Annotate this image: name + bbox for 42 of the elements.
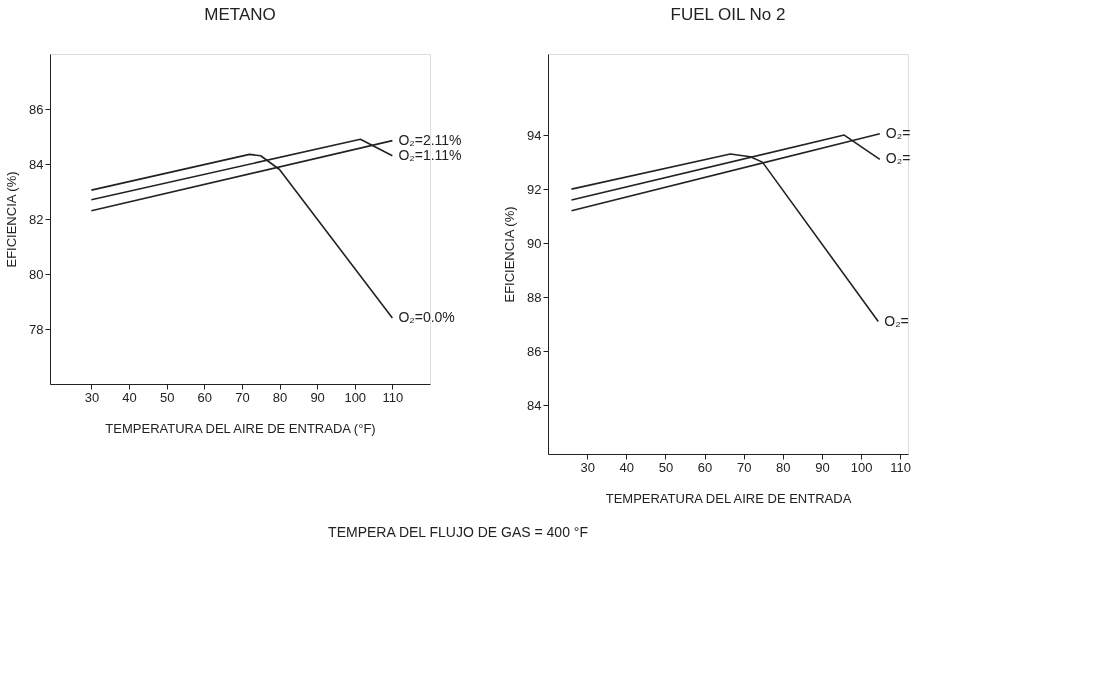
x-tick-label: 70 bbox=[235, 389, 250, 405]
series-label: O₂=1.11% bbox=[398, 146, 462, 163]
x-tick-label: 110 bbox=[382, 389, 404, 405]
x-tick-label: 30 bbox=[84, 389, 100, 405]
x-tick-label: 50 bbox=[159, 389, 175, 405]
y-axis-title: EFICIENCIA (%) bbox=[4, 171, 20, 268]
y-tick-label: 94 bbox=[527, 127, 542, 143]
x-tick-label: 100 bbox=[850, 459, 873, 475]
series-label: O₂=0.0% bbox=[398, 309, 455, 325]
y-tick-label: 82 bbox=[29, 211, 44, 227]
x-tick-label: 80 bbox=[272, 389, 288, 405]
y-tick-label: 84 bbox=[29, 156, 44, 172]
x-tick-label: 40 bbox=[619, 459, 634, 475]
series-label: O₂= bbox=[884, 312, 909, 329]
x-tick-label: 100 bbox=[344, 389, 367, 405]
x-tick-label: 60 bbox=[697, 459, 713, 475]
series-label: O₂= bbox=[885, 124, 911, 141]
y-axis-title: EFICIENCIA (%) bbox=[502, 206, 518, 303]
series-label: O₂= bbox=[885, 150, 911, 167]
chart-title: METANO bbox=[204, 5, 276, 24]
x-tick-label: 30 bbox=[580, 459, 595, 475]
series-label: O₂=2.11% bbox=[398, 131, 462, 148]
x-axis-title: TEMPERATURA DEL AIRE DE ENTRADA (°F) bbox=[105, 420, 376, 436]
y-tick-label: 88 bbox=[527, 289, 542, 305]
y-tick-label: 84 bbox=[527, 397, 542, 413]
x-tick-label: 70 bbox=[736, 459, 752, 475]
y-tick-label: 80 bbox=[29, 266, 44, 282]
chart-title: FUEL OIL No 2 bbox=[670, 5, 786, 24]
text: TEMPERA DEL FLUJO DE GAS = 400 °F bbox=[328, 523, 588, 540]
x-tick-label: 40 bbox=[122, 389, 137, 405]
x-tick-label: 50 bbox=[658, 459, 674, 475]
y-tick-label: 78 bbox=[29, 321, 44, 337]
y-tick-label: 86 bbox=[527, 343, 542, 359]
x-axis-title: TEMPERATURA DEL AIRE DE ENTRADA bbox=[605, 490, 852, 506]
x-tick-label: 90 bbox=[310, 389, 325, 405]
y-tick-label: 90 bbox=[527, 235, 542, 251]
y-tick-label: 92 bbox=[527, 181, 542, 197]
x-tick-label: 110 bbox=[890, 459, 912, 475]
x-tick-label: 80 bbox=[776, 459, 791, 475]
x-tick-label: 90 bbox=[815, 459, 830, 475]
y-tick-label: 86 bbox=[29, 101, 44, 117]
x-tick-label: 60 bbox=[197, 389, 212, 405]
